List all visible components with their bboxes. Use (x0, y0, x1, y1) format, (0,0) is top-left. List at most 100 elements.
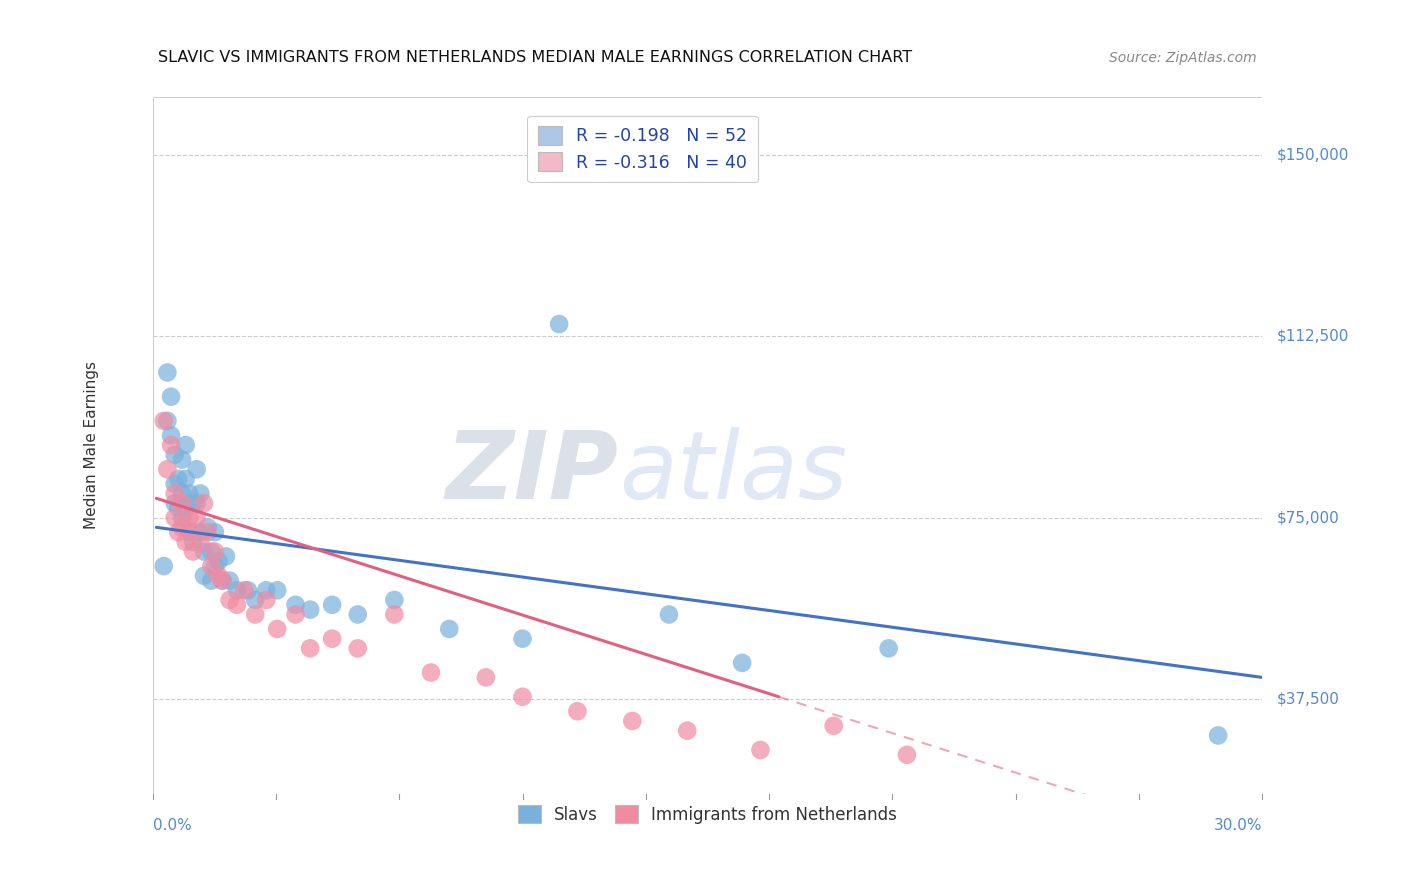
Point (236, 583, 259, 598)
Point (266, 583, 288, 598)
Point (226, 583, 249, 598)
Point (382, 607, 405, 622)
Point (346, 607, 368, 622)
Point (152, 559, 174, 574)
Point (207, 568, 229, 582)
Text: $75,000: $75,000 (1277, 510, 1340, 525)
Point (152, 414, 174, 428)
Point (731, 656, 754, 670)
Point (211, 574, 233, 588)
Text: Median Male Earnings: Median Male Earnings (84, 361, 100, 529)
Point (676, 723, 699, 738)
Point (174, 534, 197, 549)
Point (170, 452, 193, 467)
Point (211, 574, 233, 588)
Point (658, 607, 681, 622)
Text: 0.0%: 0.0% (153, 818, 191, 833)
Point (548, 317, 571, 331)
Point (200, 559, 222, 574)
Point (167, 500, 190, 515)
Point (475, 670, 498, 684)
Point (200, 574, 222, 588)
Text: $112,500: $112,500 (1277, 328, 1350, 343)
Point (170, 510, 193, 524)
Point (284, 598, 307, 612)
Point (181, 544, 204, 558)
Text: $150,000: $150,000 (1277, 147, 1350, 162)
Text: atlas: atlas (619, 427, 846, 518)
Point (186, 462, 208, 476)
Point (877, 641, 900, 656)
Point (218, 574, 240, 588)
Point (179, 486, 201, 500)
Point (174, 472, 197, 486)
Point (167, 525, 190, 540)
Point (170, 520, 193, 534)
Point (226, 598, 249, 612)
Point (186, 510, 208, 524)
Text: SLAVIC VS IMMIGRANTS FROM NETHERLANDS MEDIAN MALE EARNINGS CORRELATION CHART: SLAVIC VS IMMIGRANTS FROM NETHERLANDS ME… (159, 50, 912, 65)
Point (163, 476, 186, 491)
Point (896, 747, 918, 762)
Point (170, 496, 193, 510)
Point (245, 607, 267, 622)
Point (567, 704, 589, 718)
Point (621, 714, 644, 728)
Point (346, 641, 368, 656)
Point (204, 559, 226, 574)
Point (167, 472, 190, 486)
Point (439, 622, 461, 636)
Point (207, 554, 229, 568)
Point (512, 690, 534, 704)
Point (163, 510, 186, 524)
Point (204, 544, 226, 558)
Point (1206, 729, 1229, 743)
Point (179, 510, 201, 524)
Point (193, 496, 215, 510)
Point (170, 486, 193, 500)
Text: ZIP: ZIP (446, 427, 619, 519)
Point (245, 593, 267, 607)
Point (174, 500, 197, 515)
Point (188, 525, 211, 540)
Text: Source: ZipAtlas.com: Source: ZipAtlas.com (1109, 51, 1257, 65)
Point (197, 520, 219, 534)
Point (160, 428, 183, 442)
Point (174, 438, 197, 452)
Point (193, 568, 215, 582)
Point (299, 641, 322, 656)
Point (163, 486, 186, 500)
Point (215, 549, 238, 564)
Point (233, 583, 256, 598)
Point (188, 486, 211, 500)
Point (284, 607, 307, 622)
Point (200, 544, 222, 558)
Point (749, 743, 772, 757)
Point (218, 593, 240, 607)
Point (181, 525, 204, 540)
Legend: Slavs, Immigrants from Netherlands: Slavs, Immigrants from Netherlands (510, 798, 904, 830)
Point (321, 598, 343, 612)
Point (254, 583, 277, 598)
Point (299, 602, 322, 616)
Point (823, 719, 845, 733)
Point (163, 496, 186, 510)
Text: 30.0%: 30.0% (1213, 818, 1263, 833)
Point (156, 414, 179, 428)
Point (197, 525, 219, 540)
Point (181, 496, 204, 510)
Point (181, 534, 204, 549)
Point (204, 525, 226, 540)
Point (188, 534, 211, 549)
Point (266, 622, 288, 636)
Point (156, 366, 179, 380)
Point (193, 544, 215, 558)
Point (156, 462, 179, 476)
Point (321, 632, 343, 646)
Point (420, 665, 443, 680)
Point (254, 593, 277, 607)
Point (382, 593, 405, 607)
Text: $37,500: $37,500 (1277, 691, 1340, 706)
Point (512, 632, 534, 646)
Point (160, 438, 183, 452)
